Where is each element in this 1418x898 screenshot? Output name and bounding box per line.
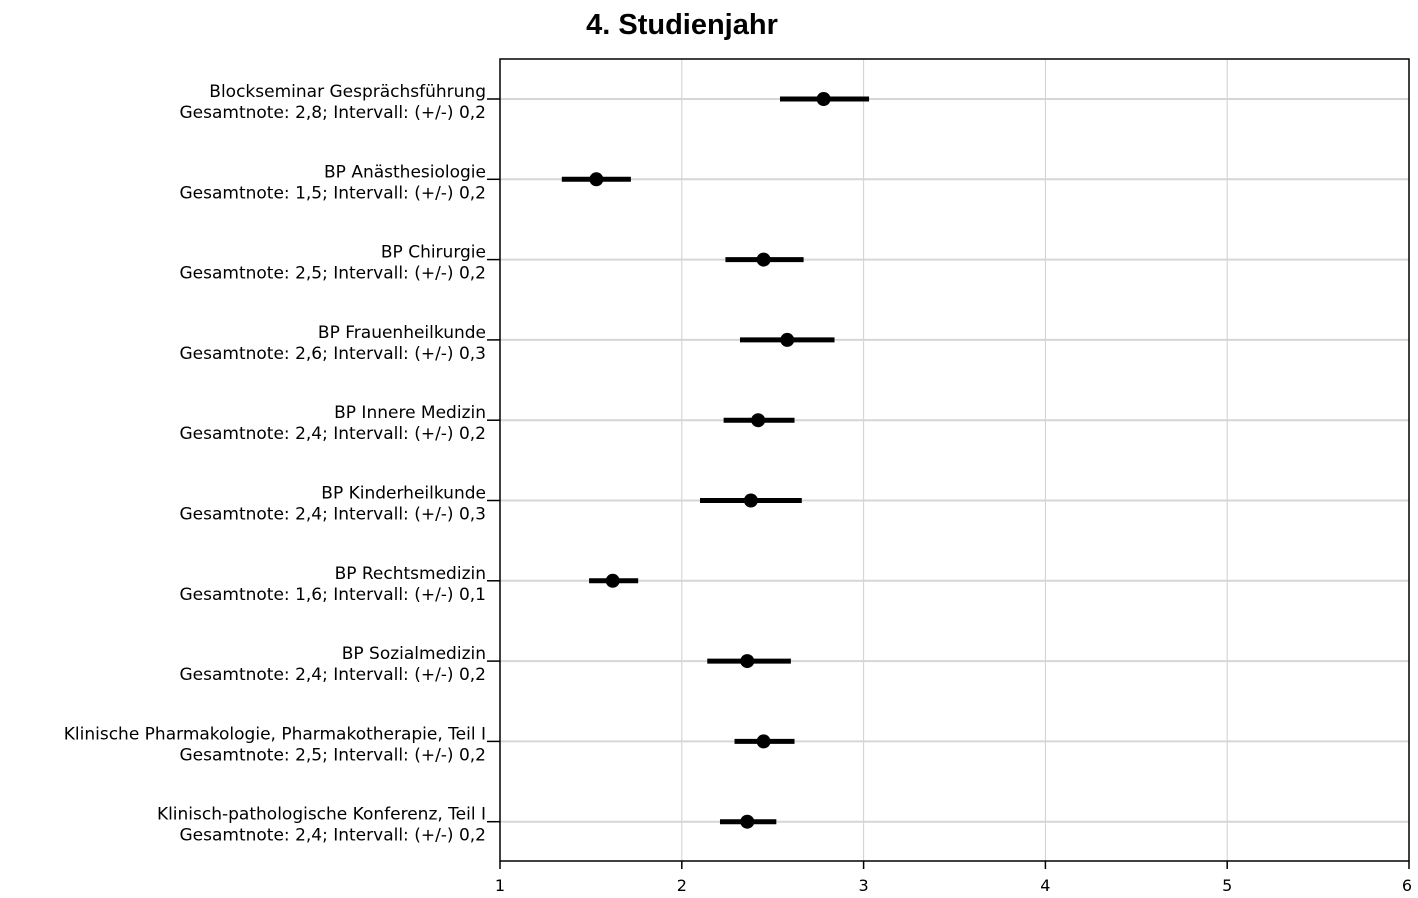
row-label: BP Sozialmedizin [342, 644, 486, 664]
row-label: Klinisch-pathologische Konferenz, Teil I [157, 805, 486, 825]
estimate-point [740, 814, 755, 829]
row-sublabel: Gesamtnote: 2,4; Intervall: (+/-) 0,2 [180, 424, 487, 444]
row-label: BP Chirurgie [381, 243, 486, 263]
estimate-point [816, 92, 831, 106]
forest-row: Klinisch-pathologische Konferenz, Teil I… [157, 805, 1409, 846]
x-tick-label: 5 [1222, 876, 1232, 895]
x-tick-label: 4 [1040, 876, 1050, 895]
x-tick-label: 1 [495, 876, 505, 895]
row-sublabel: Gesamtnote: 2,4; Intervall: (+/-) 0,3 [180, 505, 487, 525]
row-sublabel: Gesamtnote: 2,6; Intervall: (+/-) 0,3 [180, 344, 487, 364]
x-tick-label: 2 [677, 876, 687, 895]
estimate-point [780, 332, 795, 347]
chart-title: 4. Studienjahr [586, 9, 778, 41]
forest-row: Blockseminar GesprächsführungGesamtnote:… [180, 82, 1409, 123]
row-label: Blockseminar Gesprächsführung [209, 82, 486, 102]
x-axis: 1 2 3 4 5 6 [495, 861, 1412, 895]
row-label: BP Rechtsmedizin [335, 564, 486, 584]
forest-row: Klinische Pharmakologie, Pharmakotherapi… [64, 724, 1409, 765]
x-tick-label: 6 [1402, 876, 1412, 895]
estimate-point [740, 654, 755, 669]
estimate-point [589, 172, 604, 187]
row-label: BP Innere Medizin [334, 403, 486, 423]
row-sublabel: Gesamtnote: 1,6; Intervall: (+/-) 0,1 [180, 585, 487, 605]
estimate-point [756, 252, 771, 267]
row-label: Klinische Pharmakologie, Pharmakotherapi… [64, 724, 486, 744]
x-tick-label: 3 [859, 876, 869, 895]
estimate-point [605, 573, 620, 588]
row-sublabel: Gesamtnote: 2,8; Intervall: (+/-) 0,2 [180, 103, 487, 123]
row-sublabel: Gesamtnote: 1,5; Intervall: (+/-) 0,2 [180, 183, 487, 203]
estimate-point [756, 734, 771, 749]
row-label: BP Anästhesiologie [324, 162, 486, 182]
row-sublabel: Gesamtnote: 2,5; Intervall: (+/-) 0,2 [180, 745, 487, 765]
chart-rows: Blockseminar GesprächsführungGesamtnote:… [64, 82, 1409, 846]
row-label: BP Frauenheilkunde [318, 323, 486, 343]
row-label: BP Kinderheilkunde [321, 484, 486, 504]
row-sublabel: Gesamtnote: 2,5; Intervall: (+/-) 0,2 [180, 264, 487, 284]
grid-lines [681, 59, 1228, 861]
row-sublabel: Gesamtnote: 2,4; Intervall: (+/-) 0,2 [180, 826, 487, 846]
row-sublabel: Gesamtnote: 2,4; Intervall: (+/-) 0,2 [180, 665, 487, 685]
estimate-point [743, 493, 758, 508]
plot-frame [499, 58, 1410, 862]
estimate-point [751, 413, 766, 428]
